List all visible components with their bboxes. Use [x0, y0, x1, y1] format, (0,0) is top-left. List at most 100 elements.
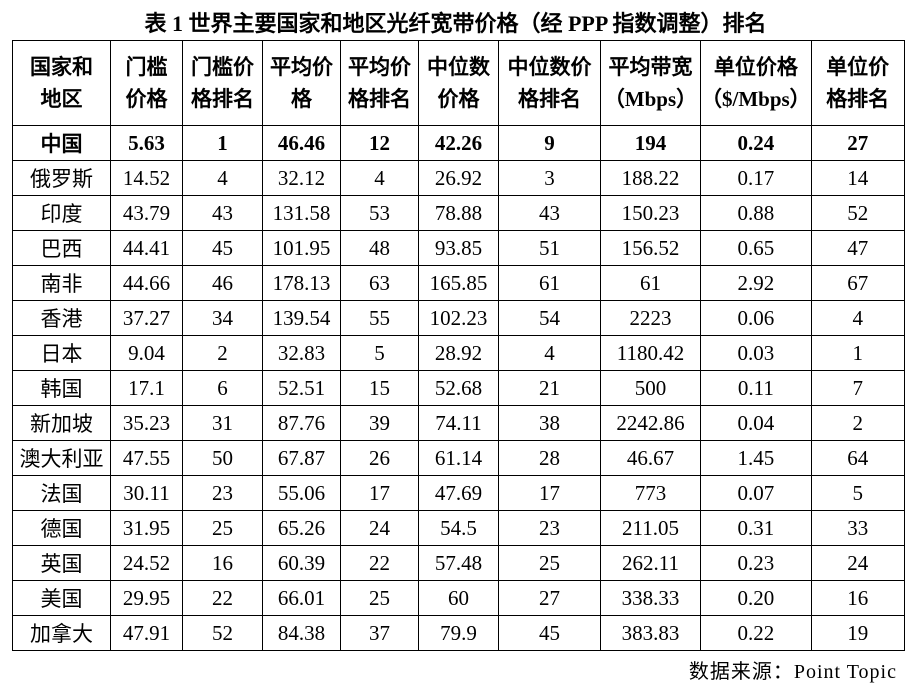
table-cell: 5 [810, 475, 905, 511]
header-line: 中位数 [427, 55, 490, 79]
table-cell: 74.11 [418, 405, 499, 441]
table-cell: 28.92 [418, 335, 499, 371]
table-cell: 139.54 [262, 300, 341, 336]
table-cell: 52 [182, 615, 263, 651]
table-cell: 29.95 [110, 580, 183, 616]
table-cell: 47 [810, 230, 905, 266]
table-cell: 德国 [12, 510, 111, 546]
header-line: 门槛价 [191, 55, 254, 79]
table-cell: 53 [340, 195, 419, 231]
table-cell: 0.24 [700, 125, 812, 161]
table-cell: 30.11 [110, 475, 183, 511]
table-cell: 5.63 [110, 125, 183, 161]
table-cell: 19 [810, 615, 905, 651]
table-cell: 4 [340, 160, 419, 196]
table-cell: 日本 [12, 335, 111, 371]
table-cell: 61 [600, 265, 701, 301]
table-cell: 45 [182, 230, 263, 266]
table-row: 澳大利亚 47.55 50 67.87 26 61.14 28 46.67 1.45 64 [12, 440, 905, 476]
table-cell: 178.13 [262, 265, 341, 301]
header-line: 国家和 [30, 55, 93, 79]
table-cell: 9 [498, 125, 601, 161]
table-cell: 24 [340, 510, 419, 546]
table-cell: 43 [498, 195, 601, 231]
table-cell: 1 [810, 335, 905, 371]
table-cell: 500 [600, 370, 701, 406]
table-cell: 1180.42 [600, 335, 701, 371]
table-cell: 52.68 [418, 370, 499, 406]
table-cell: 262.11 [600, 545, 701, 581]
table-row: 香港 37.27 34 139.54 55 102.23 54 2223 0.06 4 [12, 300, 905, 336]
table-cell: 66.01 [262, 580, 341, 616]
header-line: 单位价格 [713, 55, 798, 79]
table-cell: 22 [182, 580, 263, 616]
header-cell: 平均价 格排名 [340, 40, 419, 126]
table-cell: 45 [498, 615, 601, 651]
table-cell: 25 [182, 510, 263, 546]
table-cell: 32.12 [262, 160, 341, 196]
table-cell: 4 [498, 335, 601, 371]
table-cell: 2242.86 [600, 405, 701, 441]
table-cell: 0.88 [700, 195, 812, 231]
table-cell: 16 [810, 580, 905, 616]
header-line: 平均价 [270, 55, 333, 79]
table-cell: 60.39 [262, 545, 341, 581]
header-line: 格排名 [348, 87, 411, 111]
table-cell: 0.22 [700, 615, 812, 651]
table-cell: 46.67 [600, 440, 701, 476]
table-cell: 63 [340, 265, 419, 301]
table-cell: 香港 [12, 300, 111, 336]
table-cell: 47.91 [110, 615, 183, 651]
table-cell: 新加坡 [12, 405, 111, 441]
table-row: 俄罗斯 14.52 4 32.12 4 26.92 3 188.22 0.17 14 [12, 160, 905, 196]
table-cell: 188.22 [600, 160, 701, 196]
table-cell: 35.23 [110, 405, 183, 441]
header-cell: 门槛价 格排名 [182, 40, 263, 126]
table-cell: 52 [810, 195, 905, 231]
table-cell: 6 [182, 370, 263, 406]
table-cell: 2.92 [700, 265, 812, 301]
table-cell: 37.27 [110, 300, 183, 336]
table-cell: 17.1 [110, 370, 183, 406]
table-cell: 27 [498, 580, 601, 616]
table-cell: 39 [340, 405, 419, 441]
table-cell: 61 [498, 265, 601, 301]
table-cell: 26.92 [418, 160, 499, 196]
table-cell: 194 [600, 125, 701, 161]
table-cell: 25 [340, 580, 419, 616]
table-cell: 383.83 [600, 615, 701, 651]
table-cell: 23 [498, 510, 601, 546]
table-cell: 31.95 [110, 510, 183, 546]
header-line: 价格 [125, 87, 168, 111]
table-cell: 54.5 [418, 510, 499, 546]
table-cell: 61.14 [418, 440, 499, 476]
table-cell: 60 [418, 580, 499, 616]
table-cell: 37 [340, 615, 419, 651]
table-cell: 14.52 [110, 160, 183, 196]
header-cell: 中位数价 格排名 [498, 40, 601, 126]
table-cell: 211.05 [600, 510, 701, 546]
table-cell: 33 [810, 510, 905, 546]
header-line: 格排名 [518, 87, 581, 111]
header-line: 地区 [40, 87, 83, 111]
table-cell: 31 [182, 405, 263, 441]
table-cell: 38 [498, 405, 601, 441]
table-cell: 50 [182, 440, 263, 476]
table-row: 新加坡 35.23 31 87.76 39 74.11 38 2242.86 0.04 2 [12, 405, 905, 441]
table-cell: 0.06 [700, 300, 812, 336]
table-cell: 48 [340, 230, 419, 266]
header-cell: 平均价格 [262, 40, 341, 126]
header-line: 平均带宽 [608, 55, 693, 79]
header-cell: 平均带宽 （Mbps） [600, 40, 701, 126]
table-cell: 4 [810, 300, 905, 336]
table-body: 中国 5.63 1 46.46 12 42.26 9 194 0.24 27 俄罗斯 14.52 4 32… [12, 125, 905, 651]
header-cell: 单位价格 （$/Mbps） [700, 40, 812, 126]
table-cell: 131.58 [262, 195, 341, 231]
table-cell: 28 [498, 440, 601, 476]
table-cell: 0.03 [700, 335, 812, 371]
header-line: （Mbps） [603, 87, 698, 111]
table-cell: 0.04 [700, 405, 812, 441]
table-row: 加拿大 47.91 52 84.38 37 79.9 45 383.83 0.22 19 [12, 615, 905, 651]
table-cell: 南非 [12, 265, 111, 301]
table-cell: 54 [498, 300, 601, 336]
